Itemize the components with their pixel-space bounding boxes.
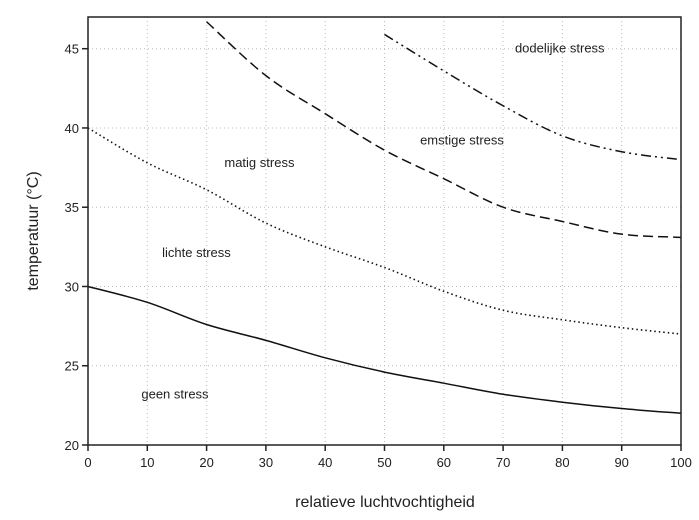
series-lines	[87, 21, 682, 415]
series-line-1	[87, 127, 682, 335]
y-tick-label: 40	[65, 121, 79, 136]
annotation-label: matig stress	[224, 155, 295, 170]
y-axis-label: temperatuur (°C)	[25, 171, 42, 290]
series-line-3	[384, 33, 682, 161]
annotations: dodelijke stress emstige stress matig stre…	[141, 41, 605, 402]
annotation-label: emstige stress	[420, 133, 504, 148]
x-tick-label: 80	[555, 455, 569, 470]
x-tick-label: 60	[437, 455, 451, 470]
annotation-label: lichte stress	[162, 245, 231, 260]
x-tick-label: 70	[496, 455, 510, 470]
y-tick-label: 35	[65, 200, 79, 215]
x-tick-label: 40	[318, 455, 332, 470]
x-tick-label: 20	[199, 455, 213, 470]
x-tick-label: 100	[670, 455, 692, 470]
x-tick-label: 0	[84, 455, 91, 470]
series-line-2	[206, 21, 682, 239]
y-tick-label: 20	[65, 438, 79, 453]
annotation-label: dodelijke stress	[515, 41, 605, 56]
x-tick-label: 90	[614, 455, 628, 470]
axis-ticks: 0 10 20 30 40 50 60 70 80 90 100 20 25 30 35 40 45	[65, 42, 692, 470]
y-tick-label: 25	[65, 359, 79, 374]
x-axis-label: relatieve luchtvochtigheid	[295, 494, 475, 511]
x-tick-label: 10	[140, 455, 154, 470]
grid-lines	[88, 17, 681, 445]
x-tick-label: 30	[259, 455, 273, 470]
x-tick-label: 50	[377, 455, 391, 470]
annotation-label: geen stress	[141, 386, 209, 401]
y-tick-label: 45	[65, 42, 79, 57]
series-line-0	[87, 285, 682, 415]
y-tick-label: 30	[65, 279, 79, 294]
